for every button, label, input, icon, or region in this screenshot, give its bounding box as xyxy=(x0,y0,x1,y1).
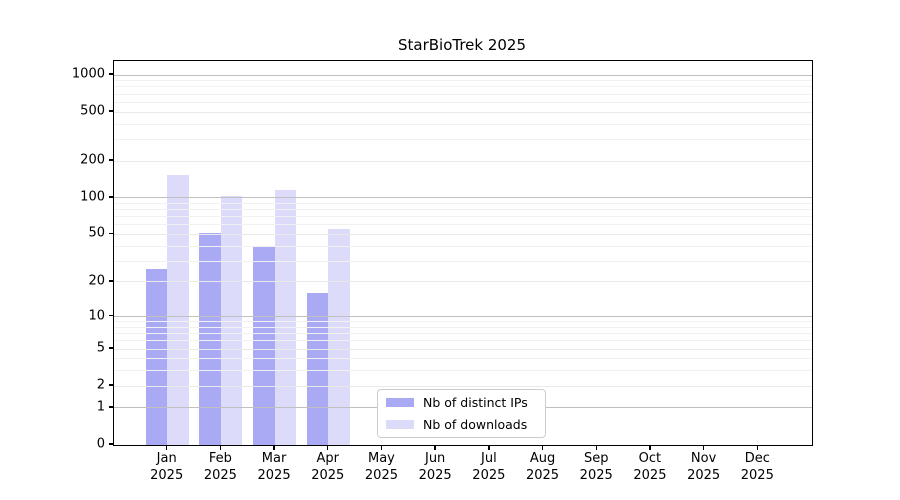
y-gridline-70 xyxy=(114,216,812,218)
y-gridline-100 xyxy=(114,197,812,199)
y-gridline-3 xyxy=(114,370,812,372)
x-tick-label-apr: Apr 2025 xyxy=(311,451,345,483)
x-tick-label-nov: Nov 2025 xyxy=(687,451,721,483)
x-tick-label-jan: Jan 2025 xyxy=(150,451,184,483)
legend: Nb of distinct IPs Nb of downloads xyxy=(377,389,546,438)
y-tick-label-0: 0 xyxy=(96,436,105,452)
x-tick-label-sep: Sep 2025 xyxy=(579,451,613,483)
x-tick-mark-feb xyxy=(219,445,222,451)
x-tick-mark-jan xyxy=(165,445,168,451)
x-tick-mark-apr xyxy=(327,445,329,451)
bars-layer xyxy=(114,61,812,445)
y-gridline-600 xyxy=(114,101,812,103)
y-gridline-2 xyxy=(114,385,812,387)
legend-swatch-icon xyxy=(386,420,414,429)
y-tick-label-200: 200 xyxy=(80,152,105,168)
y-gridline-900 xyxy=(114,80,812,82)
y-tick-mark-20 xyxy=(109,280,114,282)
x-tick-label-jul: Jul 2025 xyxy=(472,451,506,483)
x-tick-mark-oct xyxy=(649,445,651,451)
x-tick-mark-dec xyxy=(756,445,758,451)
y-tick-label-5: 5 xyxy=(96,340,105,356)
y-tick-mark-50 xyxy=(109,232,114,235)
y-gridline-6 xyxy=(114,340,812,342)
legend-entry-nb-of-downloads: Nb of downloads xyxy=(378,416,545,434)
x-tick-label-oct: Oct 2025 xyxy=(633,451,667,483)
bar-nb-of-downloads-mar xyxy=(274,189,297,445)
y-gridline-10 xyxy=(114,316,812,318)
bar-nb-of-distinct-ips-apr xyxy=(306,293,329,445)
y-gridline-80 xyxy=(114,209,812,211)
y-tick-mark-500 xyxy=(109,110,114,112)
legend-swatch-icon xyxy=(386,398,414,407)
y-tick-label-20: 20 xyxy=(88,273,105,289)
x-tick-label-feb: Feb 2025 xyxy=(203,451,237,483)
y-tick-label-100: 100 xyxy=(80,189,105,205)
bar-nb-of-distinct-ips-jan xyxy=(145,268,168,445)
chart-title: StarBioTrek 2025 xyxy=(397,36,527,54)
bar-nb-of-downloads-feb xyxy=(220,195,243,445)
y-tick-label-10: 10 xyxy=(88,308,105,324)
bar-nb-of-downloads-apr xyxy=(328,229,350,445)
x-tick-label-may: May 2025 xyxy=(364,451,398,483)
y-tick-mark-1000 xyxy=(109,73,114,75)
y-tick-mark-5 xyxy=(109,347,114,349)
y-gridline-1000 xyxy=(114,74,812,76)
y-tick-mark-1 xyxy=(109,406,114,408)
legend-label: Nb of distinct IPs xyxy=(423,395,528,410)
y-gridline-30 xyxy=(114,260,812,262)
legend-label: Nb of downloads xyxy=(423,417,528,432)
x-tick-mark-aug xyxy=(541,445,544,451)
x-tick-label-aug: Aug 2025 xyxy=(525,451,560,483)
y-gridline-700 xyxy=(114,93,812,95)
x-tick-mark-jun xyxy=(434,445,436,451)
y-tick-mark-10 xyxy=(109,314,114,317)
y-gridline-7 xyxy=(114,333,812,335)
x-tick-label-dec: Dec 2025 xyxy=(740,451,774,483)
legend-entry-nb-of-distinct-ips: Nb of distinct IPs xyxy=(378,394,545,412)
gridlines-layer xyxy=(114,61,812,445)
y-gridline-8 xyxy=(114,326,812,328)
bar-nb-of-distinct-ips-feb xyxy=(199,233,221,445)
y-gridline-50 xyxy=(114,233,812,235)
y-tick-mark-200 xyxy=(109,159,114,161)
bar-nb-of-downloads-jan xyxy=(167,174,189,445)
plot-area xyxy=(113,60,813,446)
x-tick-label-mar: Mar 2025 xyxy=(257,451,291,483)
y-gridline-90 xyxy=(114,202,812,204)
y-gridline-5 xyxy=(114,348,812,350)
y-gridline-20 xyxy=(114,281,812,283)
y-gridline-4 xyxy=(114,358,812,360)
y-gridline-40 xyxy=(114,245,812,247)
x-tick-mark-mar xyxy=(273,445,275,451)
x-tick-mark-sep xyxy=(595,445,597,451)
y-gridline-500 xyxy=(114,111,812,113)
y-tick-label-1000: 1000 xyxy=(71,66,105,82)
y-gridline-200 xyxy=(114,160,812,162)
y-tick-label-50: 50 xyxy=(88,225,105,241)
y-tick-label-1: 1 xyxy=(96,399,105,415)
y-tick-label-500: 500 xyxy=(80,103,105,119)
y-gridline-800 xyxy=(114,86,812,88)
y-gridline-9 xyxy=(114,321,812,323)
y-gridline-60 xyxy=(114,224,812,226)
bar-nb-of-distinct-ips-mar xyxy=(253,247,275,445)
y-tick-mark-2 xyxy=(109,384,114,386)
y-tick-mark-0 xyxy=(109,443,114,445)
y-tick-mark-100 xyxy=(109,196,114,198)
x-tick-mark-may xyxy=(380,445,383,451)
x-tick-label-jun: Jun 2025 xyxy=(418,451,452,483)
y-gridline-400 xyxy=(114,123,812,125)
x-tick-mark-jul xyxy=(488,445,490,451)
y-tick-label-2: 2 xyxy=(96,377,105,393)
y-gridline-300 xyxy=(114,138,812,140)
x-tick-mark-nov xyxy=(702,445,705,451)
